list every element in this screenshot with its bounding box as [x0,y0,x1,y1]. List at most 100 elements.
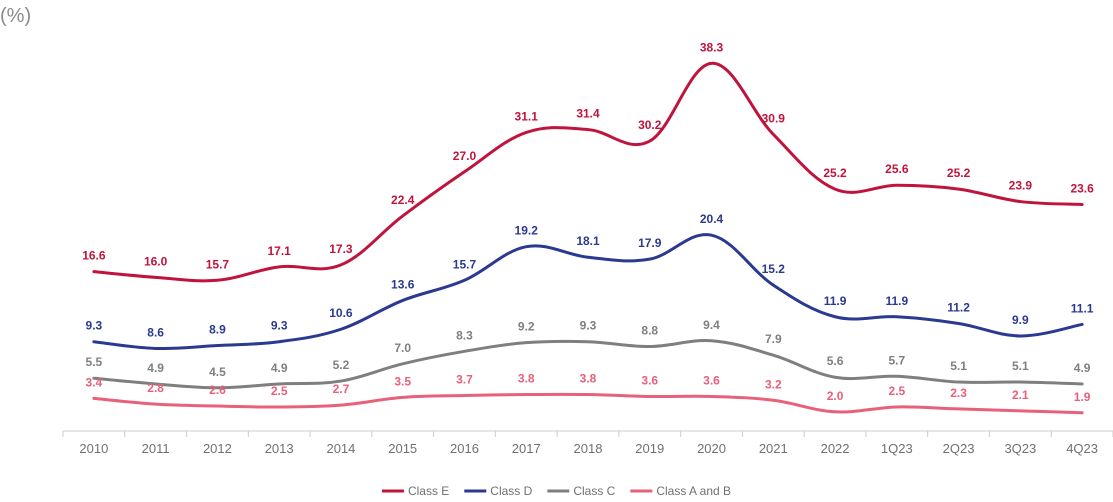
legend-label-class-c: Class C [573,484,615,498]
x-tick-label: 2014 [326,441,355,456]
data-label-class-c: 4.9 [271,361,288,375]
data-label-class-e: 23.6 [1070,181,1094,195]
data-label-class-c: 7.9 [765,332,782,346]
series-line-class-e [92,61,1084,283]
data-label-class-e: 16.0 [144,254,168,268]
data-label-class-c: 5.6 [827,354,844,368]
data-label-class-a-and-b: 2.6 [209,383,226,397]
data-label-class-d: 9.3 [86,319,103,333]
data-label-class-d: 8.6 [147,325,164,339]
data-label-class-c: 8.3 [456,328,473,342]
data-label-class-c: 9.4 [703,318,720,332]
data-label-class-d: 11.9 [885,294,908,308]
data-label-class-d: 11.9 [824,294,847,308]
data-label-class-e: 30.2 [638,118,662,132]
data-label-class-e: 25.2 [947,166,971,180]
x-tick-label: 2021 [759,441,788,456]
x-tick-label: 2Q23 [943,441,975,456]
x-tick-label: 2015 [388,441,417,456]
data-label-class-c: 9.3 [580,319,597,333]
data-label-class-e: 25.2 [823,166,847,180]
x-tick-label: 2013 [265,441,294,456]
data-label-class-c: 4.9 [147,361,164,375]
data-label-class-c: 5.5 [86,355,103,369]
data-label-class-e: 22.4 [391,193,415,207]
data-label-class-c: 4.9 [1074,361,1091,375]
data-label-class-e: 30.9 [762,111,786,125]
legend: Class E Class D Class C Class A and B [381,484,731,498]
data-label-class-a-and-b: 3.7 [456,372,473,386]
series-line-class-c [92,339,1084,390]
data-label-class-e: 25.6 [885,162,909,176]
data-labels: 16.6 16.0 15.7 17.1 17.3 22.4 27.0 31.1 31.4 30.2… [82,40,1094,403]
data-label-class-c: 5.2 [333,358,350,372]
data-label-class-d: 18.1 [576,234,600,248]
data-label-class-d: 19.2 [515,224,539,238]
data-label-class-d: 11.1 [1071,301,1094,315]
data-label-class-e: 38.3 [700,40,724,54]
legend-label-class-e: Class E [408,484,449,498]
data-label-class-d: 17.9 [638,236,662,250]
series-line-class-a-and-b [92,392,1084,415]
data-label-class-a-and-b: 3.4 [86,375,103,389]
y-unit-label: (%) [0,5,31,27]
data-label-class-e: 31.4 [576,107,600,121]
data-label-class-e: 27.0 [453,149,477,163]
data-label-class-d: 8.9 [209,323,226,337]
x-tick-label: 2018 [574,441,603,456]
data-label-class-e: 23.9 [1009,179,1033,193]
data-label-class-c: 9.2 [518,320,535,334]
data-label-class-c: 4.5 [209,365,226,379]
data-label-class-a-and-b: 3.8 [580,372,597,386]
x-tick-label: 2020 [697,441,726,456]
x-tick-label: 2017 [512,441,541,456]
data-label-class-d: 15.2 [762,262,786,276]
data-label-class-a-and-b: 3.8 [518,372,535,386]
data-label-class-a-and-b: 2.0 [827,389,844,403]
legend-label-class-a-and-b: Class A and B [656,484,731,498]
data-label-class-c: 5.1 [1012,359,1029,373]
data-label-class-a-and-b: 2.3 [950,386,967,400]
data-label-class-a-and-b: 2.5 [888,384,905,398]
series-lines [92,61,1084,415]
data-label-class-a-and-b: 3.6 [703,373,720,387]
x-tick-label: 1Q23 [881,441,913,456]
data-label-class-a-and-b: 1.9 [1074,390,1091,404]
data-label-class-e: 15.7 [206,257,230,271]
data-label-class-a-and-b: 2.5 [271,384,288,398]
data-label-class-d: 20.4 [700,212,724,226]
data-label-class-d: 9.3 [271,319,288,333]
x-tick-label: 3Q23 [1004,441,1036,456]
data-label-class-c: 8.8 [641,324,658,338]
series-line-class-d [92,233,1084,351]
x-axis: 2010 2011 2012 2013 2014 2015 2016 2017 2018 2019… [62,430,1113,456]
data-label-class-a-and-b: 2.1 [1012,388,1029,402]
x-tick-label: 2012 [203,441,232,456]
data-label-class-d: 13.6 [391,277,415,291]
data-label-class-c: 7.0 [394,341,411,355]
data-label-class-d: 10.6 [329,306,353,320]
data-label-class-a-and-b: 3.2 [765,377,782,391]
data-label-class-c: 5.7 [888,353,905,367]
data-label-class-c: 5.1 [950,359,967,373]
data-label-class-a-and-b: 2.7 [333,382,350,396]
x-tick-label: 4Q23 [1066,441,1098,456]
x-tick-label: 2019 [635,441,664,456]
data-label-class-d: 9.9 [1012,313,1029,327]
data-label-class-e: 17.3 [329,242,353,256]
data-label-class-a-and-b: 3.6 [641,373,658,387]
data-label-class-a-and-b: 3.5 [394,374,411,388]
data-label-class-e: 31.1 [515,109,539,123]
data-label-class-e: 17.1 [267,244,291,258]
data-label-class-d: 15.7 [453,257,477,271]
data-label-class-e: 16.6 [82,249,106,263]
legend-label-class-d: Class D [490,484,532,498]
x-tick-label: 2016 [450,441,479,456]
x-tick-label: 2022 [821,441,850,456]
data-label-class-d: 11.2 [947,300,970,314]
data-label-class-a-and-b: 2.8 [147,381,164,395]
x-tick-label: 2011 [142,441,170,456]
x-tick-label: 2010 [79,441,108,456]
